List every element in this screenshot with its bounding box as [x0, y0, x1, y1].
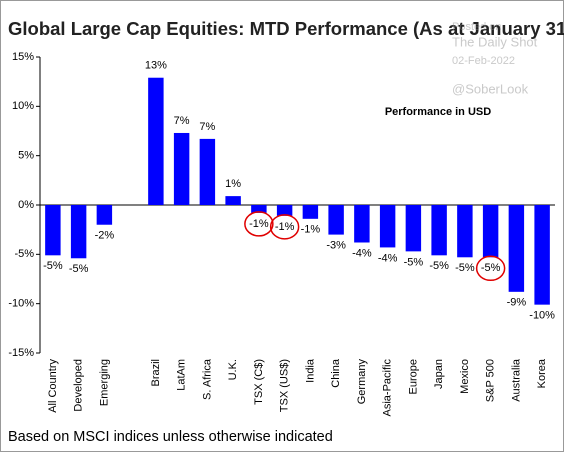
- x-tick-label: Korea: [536, 358, 548, 388]
- value-label: -1%: [301, 224, 321, 236]
- y-tick-label: 10%: [12, 100, 34, 112]
- highlight-circle: [269, 214, 300, 240]
- y-tick-label: -15%: [8, 347, 34, 359]
- value-label: -3%: [326, 240, 346, 252]
- y-tick-label: 0%: [18, 199, 34, 211]
- value-label: 7%: [174, 115, 190, 127]
- watermark-text: 02-Feb-2022: [452, 55, 515, 67]
- value-label: -5%: [429, 260, 449, 272]
- bar: [148, 77, 164, 205]
- x-tick-label: Japan: [433, 359, 445, 389]
- bar: [405, 205, 422, 252]
- bar: [302, 205, 319, 219]
- bar: [70, 205, 87, 259]
- bar: [379, 205, 396, 248]
- x-tick-label: LatAm: [176, 359, 188, 391]
- value-label: -4%: [378, 252, 398, 264]
- value-label: -5%: [69, 263, 89, 275]
- x-tick-label: China: [330, 358, 342, 388]
- x-tick-label: Brazil: [150, 359, 162, 387]
- footnote: Based on MSCI indices unless otherwise i…: [8, 429, 333, 445]
- value-label: -5%: [481, 262, 501, 274]
- bar: [482, 205, 499, 258]
- x-tick-label: Developed: [73, 359, 85, 412]
- bar: [173, 132, 190, 205]
- chart-title: Global Large Cap Equities: MTD Performan…: [8, 18, 564, 39]
- value-label: -1%: [275, 221, 295, 233]
- x-tick-label: Mexico: [459, 359, 471, 394]
- bar: [354, 205, 370, 243]
- x-tick-label: Emerging: [98, 359, 110, 406]
- value-label: -5%: [43, 260, 63, 272]
- value-label: 1%: [225, 178, 241, 190]
- x-tick-label: U.K.: [227, 359, 239, 380]
- value-label: 7%: [199, 121, 215, 133]
- bar: [251, 205, 267, 213]
- bar: [457, 205, 473, 258]
- x-tick-label: TSX (C$): [253, 359, 265, 405]
- x-tick-label: All Country: [47, 359, 59, 413]
- bar: [508, 205, 525, 292]
- watermark: Posted on The Daily Shot 02-Feb-2022 @So…: [452, 21, 538, 97]
- highlight-circle: [475, 255, 506, 282]
- bar: [431, 205, 447, 256]
- x-tick-label: Europe: [407, 359, 419, 394]
- bar: [96, 205, 113, 225]
- y-tick-label: -5%: [14, 248, 34, 260]
- y-tick-label: -10%: [8, 298, 34, 310]
- y-tick-label: 5%: [18, 150, 34, 162]
- bar: [276, 205, 293, 216]
- bar: [328, 205, 344, 235]
- value-label: -4%: [352, 247, 372, 259]
- value-label: 13%: [145, 60, 167, 72]
- watermark-text: Posted on: [452, 21, 502, 33]
- value-label: -1%: [249, 218, 269, 230]
- value-label: -5%: [404, 256, 424, 268]
- x-tick-label: Asia-Pacific: [382, 359, 394, 417]
- value-label: -9%: [507, 297, 527, 309]
- annotation: Performance in USD: [385, 106, 491, 118]
- x-tick-label: TSX (US$): [279, 359, 291, 412]
- x-tick-label: S&P 500: [485, 359, 497, 402]
- bar: [225, 196, 241, 205]
- bar: [534, 205, 550, 305]
- bar: [45, 205, 61, 256]
- watermark-text: @SoberLook: [452, 81, 529, 96]
- highlight-circle: [244, 211, 274, 237]
- x-tick-label: Australia: [510, 358, 522, 402]
- x-tick-label: India: [304, 358, 316, 383]
- y-tick-label: 15%: [12, 51, 34, 63]
- x-tick-label: S. Africa: [201, 358, 213, 400]
- x-tick-label: Germany: [356, 359, 368, 405]
- value-label: -2%: [95, 230, 115, 242]
- value-label: -5%: [455, 262, 475, 274]
- value-label: -10%: [529, 310, 555, 322]
- bar: [199, 138, 216, 205]
- watermark-text: The Daily Shot: [452, 34, 538, 49]
